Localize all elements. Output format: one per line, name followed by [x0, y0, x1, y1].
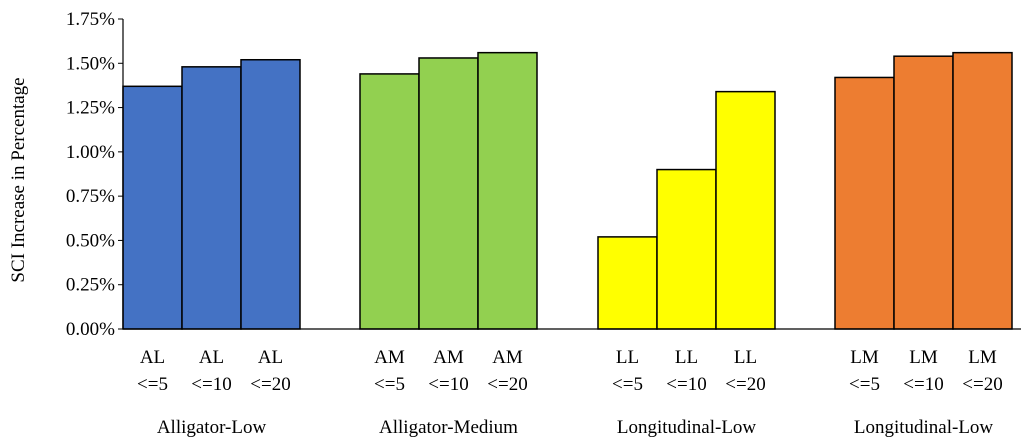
y-tick-label: 0.50% [66, 230, 115, 251]
y-tick-label: 1.50% [66, 53, 115, 74]
group-label: Alligator-Low [157, 417, 267, 438]
y-axis-title: SCI Increase in Percentage [8, 77, 29, 282]
bar [715, 90, 776, 330]
group-label: Longitudinal-Low [617, 417, 757, 438]
category-label-line2: <=5 [612, 374, 643, 395]
category-label-line1: LL [675, 347, 698, 368]
y-tick-label: 0.25% [66, 275, 115, 296]
category-label-line2: <=5 [374, 374, 405, 395]
bar [893, 55, 954, 330]
bar [952, 51, 1013, 330]
category-label-line2: <=20 [250, 374, 290, 395]
bar [418, 57, 479, 330]
category-label-line1: AM [374, 347, 405, 368]
group-labels: Alligator-Low Alligator-Medium Longitudina… [157, 417, 994, 438]
group-label: Alligator-Medium [379, 417, 518, 438]
category-label-line2: <=10 [903, 374, 943, 395]
y-tick-label: 1.25% [66, 98, 115, 119]
y-tick-label: 1.75% [66, 9, 115, 30]
category-label-line1: AL [258, 347, 283, 368]
category-label-line2: <=5 [849, 374, 880, 395]
bar [240, 58, 301, 330]
category-label-line1: AL [140, 347, 165, 368]
category-label-line2: <=20 [487, 374, 527, 395]
axes-layer [122, 19, 1021, 330]
y-axis-ticks: 0.00% 0.25% 0.50% 0.75% 1.00% 1.25% 1.50% 1.75% [66, 9, 123, 340]
category-label-line1: LM [968, 347, 997, 368]
category-label-line1: LM [850, 347, 879, 368]
bar [834, 76, 895, 330]
category-label-line2: <=10 [191, 374, 231, 395]
bar [477, 51, 538, 330]
y-tick-label: 1.00% [66, 142, 115, 163]
category-label-line2: <=5 [137, 374, 168, 395]
bar [359, 73, 420, 330]
category-label-line2: <=20 [725, 374, 765, 395]
category-label-line1: AM [433, 347, 464, 368]
category-label-line2: <=10 [666, 374, 706, 395]
category-label-line1: LL [616, 347, 639, 368]
x-axis-labels: AL <=5 AL <=10 AL <=20 AM <=5 AM <=10 AM <=20 LL <=5 L… [137, 347, 1003, 395]
bar [122, 85, 183, 330]
bar [597, 236, 658, 330]
category-label-line1: AL [199, 347, 224, 368]
category-label-line1: LL [734, 347, 757, 368]
group-label: Longitudinal-Low [854, 417, 994, 438]
y-tick-label: 0.00% [66, 319, 115, 340]
y-tick-label: 0.75% [66, 186, 115, 207]
category-label-line1: AM [492, 347, 523, 368]
bars-layer [122, 51, 1013, 330]
bar [656, 168, 717, 330]
category-label-line2: <=20 [962, 374, 1002, 395]
bar [181, 66, 242, 330]
category-label-line2: <=10 [428, 374, 468, 395]
category-label-line1: LM [909, 347, 938, 368]
